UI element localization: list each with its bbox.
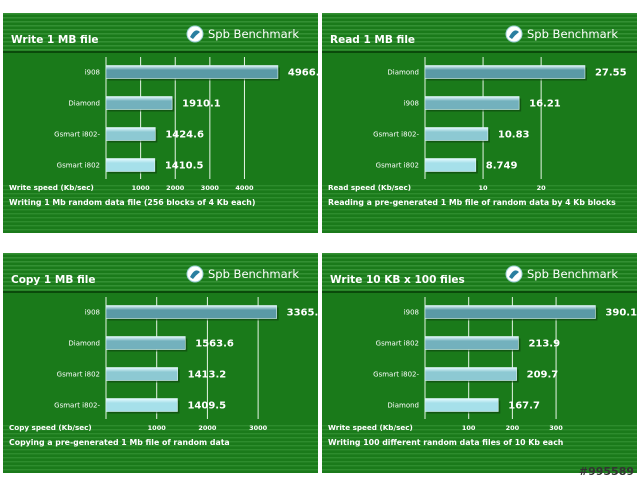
x-tick-label: 2000 xyxy=(198,424,217,432)
spb-logo-icon xyxy=(186,265,204,283)
x-tick-label: 2000 xyxy=(166,184,185,192)
spb-logo-icon xyxy=(505,25,523,43)
value-label: 213.9 xyxy=(528,339,560,350)
x-axis-label: Write speed (Kb/sec) xyxy=(328,423,413,432)
category-label: Gsmart i802 xyxy=(376,162,419,170)
value-label: 1910.1 xyxy=(182,99,221,110)
value-label: 1410.5 xyxy=(165,161,204,172)
chart-panel-write-10kb-100: Write 10 KB x 100 files Spb Benchmark 100 2… xyxy=(322,253,637,473)
value-label: 1413.2 xyxy=(188,370,227,381)
category-label: Gsmart i802 xyxy=(57,162,100,170)
value-label: 27.55 xyxy=(595,68,627,79)
bar xyxy=(105,127,156,141)
bar xyxy=(105,96,173,110)
x-tick-label: 20 xyxy=(537,184,547,192)
chart-panel-write-1mb: Write 1 MB file Spb Benchmark 1000 2000 3000… xyxy=(3,13,318,233)
bar xyxy=(424,65,586,79)
chart-panel-copy-1mb: Copy 1 MB file Spb Benchmark 1000 2000 3000 i… xyxy=(3,253,318,473)
x-tick-label: 300 xyxy=(549,424,563,432)
bar xyxy=(424,305,596,319)
x-tick-label: 10 xyxy=(479,184,489,192)
category-label: i908 xyxy=(85,309,100,317)
category-label: Gsmart i802- xyxy=(54,131,100,139)
bar xyxy=(424,367,517,381)
category-label: Diamond xyxy=(387,69,419,77)
brand-name: Spb Benchmark xyxy=(527,267,618,281)
brand-name: Spb Benchmark xyxy=(527,27,618,41)
header-divider xyxy=(3,51,318,53)
x-tick-label: 200 xyxy=(506,424,520,432)
value-label: 3365.1 xyxy=(287,308,318,319)
spb-logo-icon xyxy=(505,265,523,283)
category-label: Gsmart i802- xyxy=(373,371,419,379)
category-label: Diamond xyxy=(387,402,419,410)
value-label: 209.7 xyxy=(527,370,559,381)
x-tick-label: 1000 xyxy=(132,184,151,192)
chart-title: Write 10 KB x 100 files xyxy=(330,274,465,286)
chart-caption: Writing 1 Mb random data file (256 block… xyxy=(9,198,255,207)
category-label: Diamond xyxy=(68,340,100,348)
category-label: Gsmart i802 xyxy=(376,340,419,348)
category-label: i908 xyxy=(85,69,100,77)
bar xyxy=(105,367,178,381)
category-label: i908 xyxy=(404,309,419,317)
spb-logo-icon xyxy=(186,25,204,43)
watermark-id: #995589 xyxy=(578,465,634,478)
chart-svg: Write 10 KB x 100 files Spb Benchmark 100 2… xyxy=(322,253,637,473)
bar xyxy=(105,336,186,350)
chart-caption: Copying a pre-generated 1 Mb file of ran… xyxy=(9,438,230,447)
value-label: 390.1 xyxy=(605,308,637,319)
brand-name: Spb Benchmark xyxy=(208,27,299,41)
chart-svg: Copy 1 MB file Spb Benchmark 1000 2000 3000 i… xyxy=(3,253,318,473)
category-label: i908 xyxy=(404,100,419,108)
chart-panel-read-1mb: Read 1 MB file Spb Benchmark 10 20 Diamond 27… xyxy=(322,13,637,233)
value-label: 1424.6 xyxy=(165,130,204,141)
chart-title: Read 1 MB file xyxy=(330,34,415,46)
value-label: 10.83 xyxy=(498,130,530,141)
bar xyxy=(424,336,519,350)
value-label: 1409.5 xyxy=(187,401,226,412)
category-label: Gsmart i802- xyxy=(54,402,100,410)
chart-caption: Reading a pre-generated 1 Mb file of ran… xyxy=(328,198,616,207)
value-label: 16.21 xyxy=(529,99,561,110)
category-label: Gsmart i802- xyxy=(373,131,419,139)
x-axis-label: Write speed (Kb/sec) xyxy=(9,183,94,192)
header-divider xyxy=(3,291,318,293)
bar xyxy=(424,398,499,412)
x-tick-label: 1000 xyxy=(148,424,167,432)
value-label: 8.749 xyxy=(486,161,518,172)
bar xyxy=(424,96,520,110)
category-label: Gsmart i802 xyxy=(57,371,100,379)
bar xyxy=(424,127,489,141)
value-label: 1563.6 xyxy=(195,339,234,350)
chart-title: Write 1 MB file xyxy=(11,34,99,46)
chart-svg: Write 1 MB file Spb Benchmark 1000 2000 3000… xyxy=(3,13,318,233)
bar xyxy=(105,65,279,79)
header-divider xyxy=(322,51,637,53)
bar xyxy=(105,398,178,412)
category-label: Diamond xyxy=(68,100,100,108)
bar xyxy=(105,305,277,319)
header-divider xyxy=(322,291,637,293)
x-tick-label: 3000 xyxy=(249,424,268,432)
x-axis-label: Copy speed (Kb/sec) xyxy=(9,423,92,432)
chart-caption: Writing 100 different random data files … xyxy=(328,438,563,447)
x-tick-label: 3000 xyxy=(201,184,220,192)
x-tick-label: 4000 xyxy=(235,184,254,192)
value-label: 4966.1 xyxy=(288,68,318,79)
value-label: 167.7 xyxy=(508,401,540,412)
chart-svg: Read 1 MB file Spb Benchmark 10 20 Diamond 27… xyxy=(322,13,637,233)
brand-name: Spb Benchmark xyxy=(208,267,299,281)
x-axis-label: Read speed (Kb/sec) xyxy=(328,183,411,192)
chart-title: Copy 1 MB file xyxy=(11,274,96,286)
x-tick-label: 100 xyxy=(462,424,476,432)
bar xyxy=(424,158,477,172)
bar xyxy=(105,158,156,172)
